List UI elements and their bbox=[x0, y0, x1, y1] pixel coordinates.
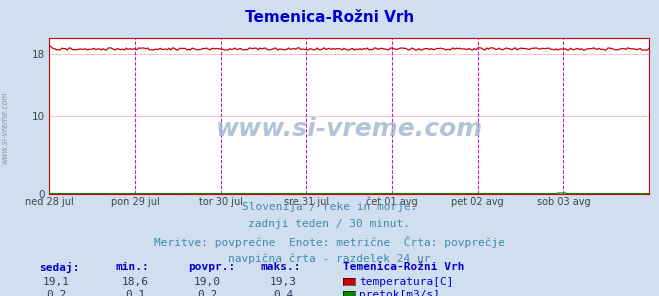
Text: 18,6: 18,6 bbox=[122, 277, 148, 287]
Text: min.:: min.: bbox=[115, 262, 149, 272]
Text: temperatura[C]: temperatura[C] bbox=[359, 277, 453, 287]
Text: www.si-vreme.com: www.si-vreme.com bbox=[1, 91, 10, 164]
Text: Temenica-Rožni Vrh: Temenica-Rožni Vrh bbox=[343, 262, 464, 272]
Text: sedaj:: sedaj: bbox=[40, 262, 80, 273]
Text: 0,1: 0,1 bbox=[125, 290, 145, 296]
Text: 0,2: 0,2 bbox=[46, 290, 66, 296]
Text: 0,4: 0,4 bbox=[273, 290, 293, 296]
Text: Slovenija / reke in morje.: Slovenija / reke in morje. bbox=[242, 202, 417, 212]
Text: 0,2: 0,2 bbox=[198, 290, 217, 296]
Text: maks.:: maks.: bbox=[260, 262, 301, 272]
Text: www.si-vreme.com: www.si-vreme.com bbox=[215, 117, 483, 141]
Text: 19,3: 19,3 bbox=[270, 277, 297, 287]
Text: zadnji teden / 30 minut.: zadnji teden / 30 minut. bbox=[248, 219, 411, 229]
Text: povpr.:: povpr.: bbox=[188, 262, 235, 272]
Text: navpična črta - razdelek 24 ur: navpična črta - razdelek 24 ur bbox=[228, 253, 431, 264]
Text: Meritve: povprečne  Enote: metrične  Črta: povprečje: Meritve: povprečne Enote: metrične Črta:… bbox=[154, 236, 505, 248]
Text: Temenica-Rožni Vrh: Temenica-Rožni Vrh bbox=[245, 10, 414, 25]
Text: 19,1: 19,1 bbox=[43, 277, 69, 287]
Text: pretok[m3/s]: pretok[m3/s] bbox=[359, 290, 440, 296]
Text: 19,0: 19,0 bbox=[194, 277, 221, 287]
